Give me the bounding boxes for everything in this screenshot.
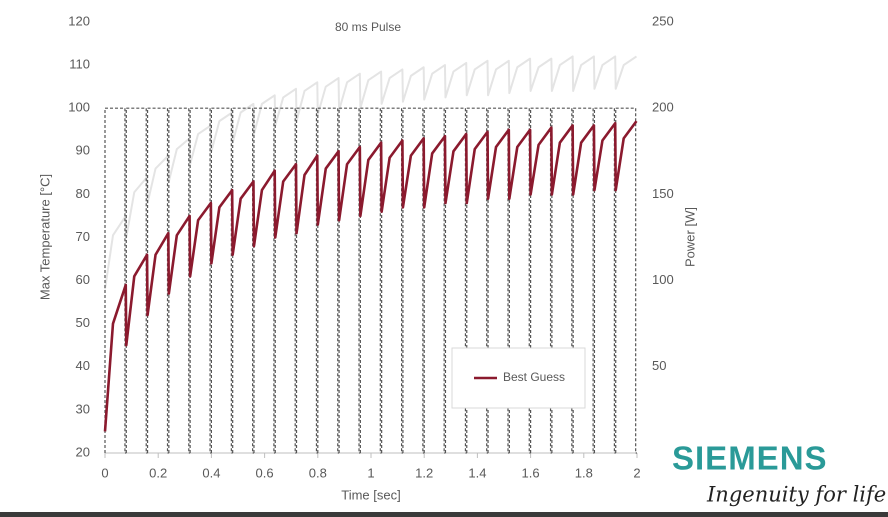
x-tick-label: 1.8 xyxy=(575,465,593,480)
y-axis-label: Max Temperature [°C] xyxy=(37,174,52,300)
y2-tick-label: 250 xyxy=(652,13,674,28)
legend: Best Guess xyxy=(451,347,586,409)
x-tick-label: 1.2 xyxy=(415,465,433,480)
y-tick-label: 70 xyxy=(76,229,90,244)
y-tick-label: 100 xyxy=(68,100,90,115)
y2-tick-label: 100 xyxy=(652,272,674,287)
y-tick-label: 20 xyxy=(76,444,90,459)
series-line xyxy=(103,120,638,432)
x-tick-label: 1 xyxy=(367,465,374,480)
logo-tagline: Ingenuity for life xyxy=(706,483,886,507)
x-tick-label: 0.8 xyxy=(309,465,327,480)
x-tick-label: 1.4 xyxy=(468,465,486,480)
y-tick-label: 30 xyxy=(76,401,90,416)
y-tick-label: 80 xyxy=(76,186,90,201)
chart-title: 80 ms Pulse xyxy=(335,20,401,34)
y-tick-label: 50 xyxy=(76,315,90,330)
y-tick-label: 90 xyxy=(76,143,90,158)
y2-tick-label: 200 xyxy=(652,100,674,115)
series-line xyxy=(104,55,638,290)
y-tick-label: 40 xyxy=(76,358,90,373)
x-tick-label: 0.6 xyxy=(256,465,274,480)
y2-tick-label: 50 xyxy=(652,358,666,373)
y-tick-label: 120 xyxy=(68,13,90,28)
bottom-bar xyxy=(0,512,888,517)
x-tick-label: 0.2 xyxy=(149,465,167,480)
y2-tick-label: 150 xyxy=(652,186,674,201)
x-tick-label: 0.4 xyxy=(202,465,220,480)
plot-area: 0 0.2 0.4 0.6 0.8 1 1.2 1.4 1.6 1.8 2 20 30 40 50 60 70 8… xyxy=(68,13,673,480)
x-tick-label: 0 xyxy=(101,465,108,480)
y-tick-label: 110 xyxy=(69,57,90,72)
y2-axis-label: Power [W] xyxy=(682,207,697,267)
legend-label: Best Guess xyxy=(503,370,565,384)
x-tick-label: 1.6 xyxy=(522,465,540,480)
x-axis-label: Time [sec] xyxy=(341,487,400,502)
x-tick-label: 2 xyxy=(633,465,640,480)
y-tick-label: 60 xyxy=(76,272,90,287)
logo-name: SIEMENS xyxy=(672,440,828,477)
